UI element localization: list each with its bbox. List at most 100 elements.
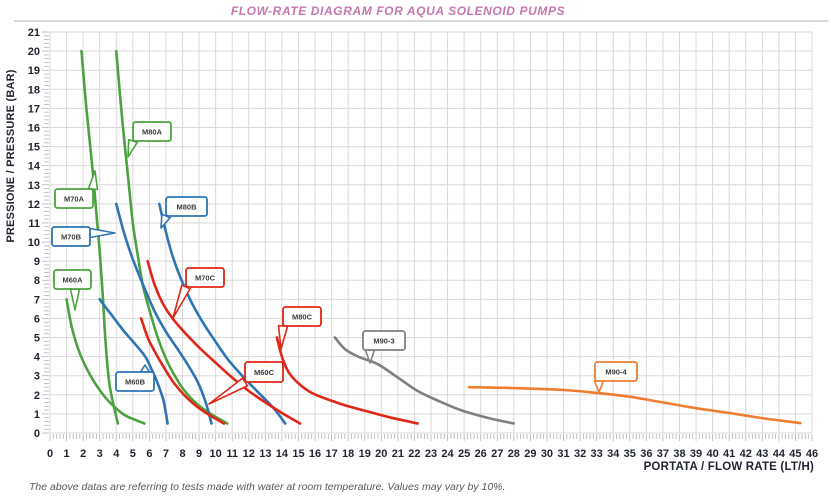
callout-M70B: M70B	[51, 226, 116, 247]
svg-text:2: 2	[34, 390, 40, 402]
svg-text:29: 29	[524, 448, 536, 460]
svg-text:19: 19	[359, 448, 371, 460]
svg-text:13: 13	[259, 448, 271, 460]
callout-M90-3: M90-3	[362, 330, 406, 364]
svg-text:4: 4	[113, 448, 120, 460]
svg-text:38: 38	[673, 448, 685, 460]
svg-text:10: 10	[210, 448, 222, 460]
svg-text:24: 24	[441, 448, 454, 460]
svg-text:0: 0	[47, 448, 53, 460]
svg-text:3: 3	[34, 371, 40, 383]
svg-text:18: 18	[342, 448, 354, 460]
svg-text:21: 21	[28, 27, 40, 39]
svg-text:44: 44	[773, 448, 786, 460]
curve-M60B	[98, 298, 169, 425]
callout-label-M70A: M70A	[64, 195, 85, 204]
svg-text:8: 8	[34, 275, 40, 287]
svg-text:20: 20	[375, 448, 387, 460]
svg-text:22: 22	[408, 448, 420, 460]
svg-text:11: 11	[28, 218, 40, 230]
callout-M60C: M60C	[208, 361, 284, 405]
curve-M90-4	[467, 385, 802, 425]
svg-text:41: 41	[723, 448, 735, 460]
callout-M70C: M70C	[172, 267, 225, 319]
curve-M70C	[146, 259, 302, 425]
svg-text:1: 1	[64, 448, 70, 460]
y-axis-title: PRESSIONE / PRESSURE (BAR)	[5, 69, 17, 243]
curve-callout-labels: M60A M70A M80A M60B M70B M80B M60C M70C M80C M90-…	[51, 121, 638, 405]
callout-label-M70B: M70B	[61, 233, 82, 242]
svg-text:8: 8	[179, 448, 185, 460]
svg-text:5: 5	[130, 448, 136, 460]
grid	[49, 31, 813, 434]
svg-text:17: 17	[28, 103, 40, 115]
svg-text:0: 0	[34, 428, 40, 440]
callout-label-M80C: M80C	[292, 313, 313, 322]
svg-text:14: 14	[276, 448, 289, 460]
curve-M60C	[139, 317, 226, 425]
svg-text:27: 27	[491, 448, 503, 460]
svg-text:40: 40	[706, 448, 718, 460]
svg-text:15: 15	[28, 142, 40, 154]
svg-text:28: 28	[508, 448, 520, 460]
svg-text:7: 7	[163, 448, 169, 460]
svg-text:12: 12	[28, 199, 40, 211]
svg-text:12: 12	[243, 448, 255, 460]
callout-label-M60C: M60C	[254, 368, 275, 377]
svg-text:6: 6	[146, 448, 152, 460]
svg-text:2: 2	[80, 448, 86, 460]
callout-M60A: M60A	[53, 269, 92, 311]
svg-text:17: 17	[325, 448, 337, 460]
curve-M80C	[275, 336, 419, 425]
curve-M60A	[65, 298, 146, 425]
svg-text:13: 13	[28, 180, 40, 192]
callout-label-M80B: M80B	[176, 203, 197, 212]
chart-title: FLOW-RATE DIAGRAM FOR AQUA SOLENOID PUMP…	[230, 4, 566, 18]
callout-M80B: M80B	[160, 196, 208, 229]
svg-text:3: 3	[97, 448, 103, 460]
svg-text:14: 14	[28, 161, 41, 173]
svg-text:21: 21	[392, 448, 404, 460]
svg-text:20: 20	[28, 46, 40, 58]
callout-M90-4: M90-4	[593, 361, 638, 393]
curve-M80B	[158, 202, 287, 425]
svg-text:32: 32	[574, 448, 586, 460]
svg-text:23: 23	[425, 448, 437, 460]
svg-text:19: 19	[28, 65, 40, 77]
svg-text:37: 37	[657, 448, 669, 460]
x-tick-labels: 0 1 2 3 4 5 6 7 8 9 10 11 12 13 14 15 16 17 18 19 20 21 22 23 24…	[47, 448, 818, 460]
callout-label-M70C: M70C	[195, 274, 216, 283]
footnote: The above datas are referring to tests m…	[29, 481, 506, 493]
svg-text:36: 36	[640, 448, 652, 460]
curve-M80A	[115, 49, 229, 425]
svg-text:6: 6	[34, 313, 40, 325]
curve-M70B	[115, 202, 213, 425]
svg-text:45: 45	[789, 448, 801, 460]
pump-curves	[65, 49, 802, 425]
svg-text:18: 18	[28, 84, 40, 96]
curve-M90-3	[333, 336, 516, 425]
svg-text:35: 35	[624, 448, 636, 460]
svg-text:4: 4	[34, 352, 41, 364]
x-axis-title: PORTATA / FLOW RATE (LT/H)	[643, 461, 814, 473]
svg-text:7: 7	[34, 294, 40, 306]
curve-M70A	[80, 49, 120, 425]
svg-text:33: 33	[591, 448, 603, 460]
svg-text:39: 39	[690, 448, 702, 460]
minor-ticks	[42, 31, 813, 441]
svg-text:5: 5	[34, 333, 40, 345]
svg-text:30: 30	[541, 448, 553, 460]
svg-text:25: 25	[458, 448, 470, 460]
svg-text:46: 46	[806, 448, 818, 460]
svg-text:1: 1	[34, 409, 40, 421]
svg-text:26: 26	[475, 448, 487, 460]
callout-M80C: M80C	[277, 306, 322, 350]
svg-text:31: 31	[557, 448, 569, 460]
svg-text:16: 16	[28, 122, 40, 134]
callout-M70A: M70A	[54, 170, 99, 209]
callout-M60B: M60B	[115, 364, 155, 392]
callout-label-M90-3: M90-3	[373, 337, 394, 346]
